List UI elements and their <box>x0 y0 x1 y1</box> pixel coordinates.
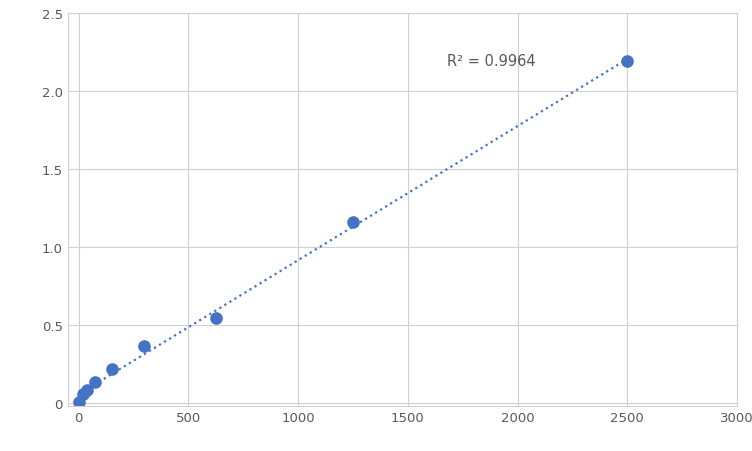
Point <box>73 399 85 406</box>
Point <box>81 386 93 393</box>
Point <box>347 219 359 226</box>
Point <box>138 342 150 350</box>
Text: R² = 0.9964: R² = 0.9964 <box>447 54 536 69</box>
Point <box>210 315 222 322</box>
Point <box>77 390 89 397</box>
Point <box>105 366 117 373</box>
Point <box>89 379 101 386</box>
Point <box>621 58 633 65</box>
